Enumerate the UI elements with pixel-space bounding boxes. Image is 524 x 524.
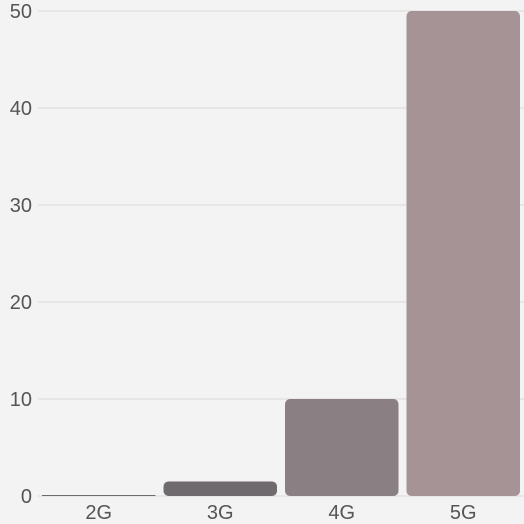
x-tick-label-5g: 5G (450, 502, 477, 524)
bar-2g (42, 495, 156, 496)
bar-4g (285, 399, 399, 496)
y-tick-label-40: 40 (10, 98, 32, 120)
y-tick-label-0: 0 (21, 486, 32, 508)
x-tick-label-3g: 3G (207, 502, 234, 524)
bar-3g (163, 481, 277, 496)
y-tick-label-50: 50 (10, 1, 32, 23)
bar-5g (406, 11, 520, 496)
x-tick-label-2g: 2G (85, 502, 112, 524)
x-axis-tick-labels: 2G 3G 4G 5G (85, 502, 476, 524)
y-tick-label-30: 30 (10, 195, 32, 217)
x-tick-label-4g: 4G (328, 502, 355, 524)
y-tick-label-20: 20 (10, 292, 32, 314)
y-tick-label-10: 10 (10, 389, 32, 411)
bars (42, 11, 520, 496)
y-axis-tick-labels: 0 10 20 30 40 50 (10, 1, 32, 508)
